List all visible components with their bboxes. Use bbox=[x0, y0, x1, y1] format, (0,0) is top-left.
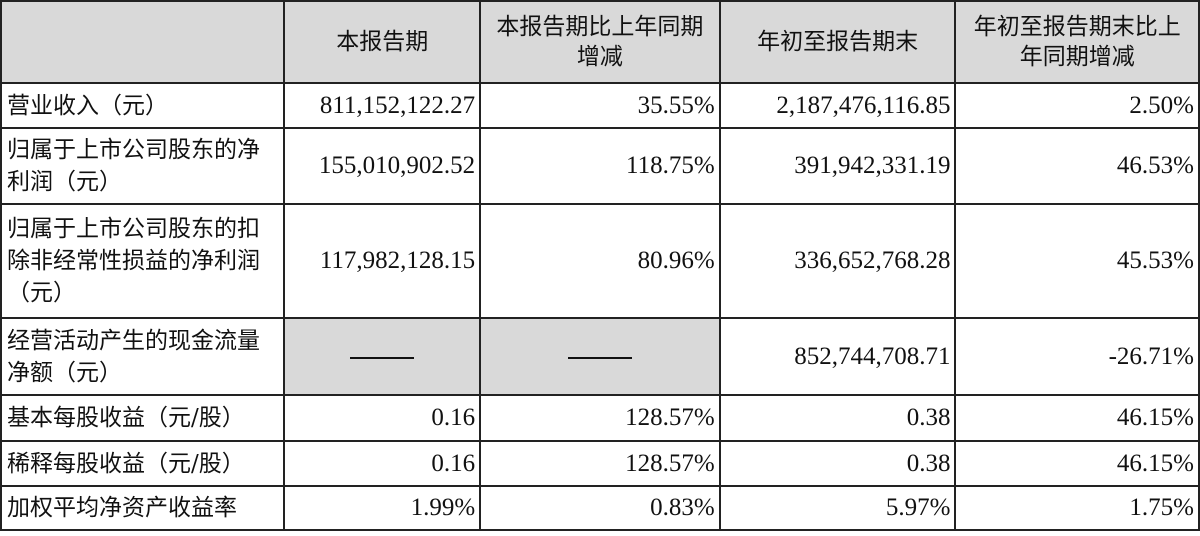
table-cell: 852,744,708.71 bbox=[718, 317, 957, 396]
header-cell bbox=[0, 0, 286, 84]
table-row: 稀释每股收益（元/股） 0.16 128.57% 0.38 46.15% bbox=[0, 440, 1200, 487]
table-cell: 46.15% bbox=[954, 440, 1200, 487]
not-applicable-cell bbox=[283, 317, 482, 396]
table-cell: 0.16 bbox=[283, 440, 482, 487]
header-cell: 年初至报告期末 bbox=[718, 0, 957, 84]
table-row: 加权平均净资产收益率 1.99% 0.83% 5.97% 1.75% bbox=[0, 485, 1200, 531]
header-cell: 年初至报告期末比上年同期增减 bbox=[954, 0, 1200, 84]
table-cell: 128.57% bbox=[479, 440, 721, 487]
table-cell: 1.75% bbox=[954, 485, 1200, 531]
table-cell: 46.15% bbox=[954, 394, 1200, 442]
row-label: 稀释每股收益（元/股） bbox=[0, 440, 286, 487]
row-label: 营业收入（元） bbox=[0, 82, 286, 129]
table-cell: 811,152,122.27 bbox=[283, 82, 482, 129]
dash-mark bbox=[567, 356, 632, 359]
row-label: 基本每股收益（元/股） bbox=[0, 394, 286, 442]
table-cell: 80.96% bbox=[479, 203, 721, 319]
table-row: 经营活动产生的现金流量净额（元） 852,744,708.71 -26.71% bbox=[0, 317, 1200, 396]
table-cell: 128.57% bbox=[479, 394, 721, 442]
table-row: 归属于上市公司股东的净利润（元） 155,010,902.52 118.75% … bbox=[0, 127, 1200, 205]
table-row: 营业收入（元） 811,152,122.27 35.55% 2,187,476,… bbox=[0, 82, 1200, 129]
table-cell: -26.71% bbox=[954, 317, 1200, 396]
table-cell: 336,652,768.28 bbox=[718, 203, 957, 319]
table-cell: 0.16 bbox=[283, 394, 482, 442]
table-cell: 1.99% bbox=[283, 485, 482, 531]
table-row: 基本每股收益（元/股） 0.16 128.57% 0.38 46.15% bbox=[0, 394, 1200, 442]
header-cell: 本报告期 bbox=[283, 0, 482, 84]
table-cell: 5.97% bbox=[718, 485, 957, 531]
table-cell: 0.38 bbox=[718, 440, 957, 487]
table-cell: 2.50% bbox=[954, 82, 1200, 129]
table-cell: 0.83% bbox=[479, 485, 721, 531]
table-cell: 155,010,902.52 bbox=[283, 127, 482, 205]
table-cell: 117,982,128.15 bbox=[283, 203, 482, 319]
row-label: 经营活动产生的现金流量净额（元） bbox=[0, 317, 286, 396]
row-label: 归属于上市公司股东的扣除非经常性损益的净利润（元） bbox=[0, 203, 286, 319]
header-row: 本报告期 本报告期比上年同期增减 年初至报告期末 年初至报告期末比上年同期增减 bbox=[0, 0, 1200, 84]
dash-mark bbox=[350, 356, 415, 359]
table-cell: 45.53% bbox=[954, 203, 1200, 319]
table-cell: 46.53% bbox=[954, 127, 1200, 205]
table-cell: 391,942,331.19 bbox=[718, 127, 957, 205]
not-applicable-cell bbox=[479, 317, 721, 396]
row-label: 归属于上市公司股东的净利润（元） bbox=[0, 127, 286, 205]
table-cell: 2,187,476,116.85 bbox=[718, 82, 957, 129]
table-cell: 118.75% bbox=[479, 127, 721, 205]
header-cell: 本报告期比上年同期增减 bbox=[479, 0, 721, 84]
table-cell: 0.38 bbox=[718, 394, 957, 442]
table-cell: 35.55% bbox=[479, 82, 721, 129]
table-row: 归属于上市公司股东的扣除非经常性损益的净利润（元） 117,982,128.15… bbox=[0, 203, 1200, 319]
row-label: 加权平均净资产收益率 bbox=[0, 485, 286, 531]
